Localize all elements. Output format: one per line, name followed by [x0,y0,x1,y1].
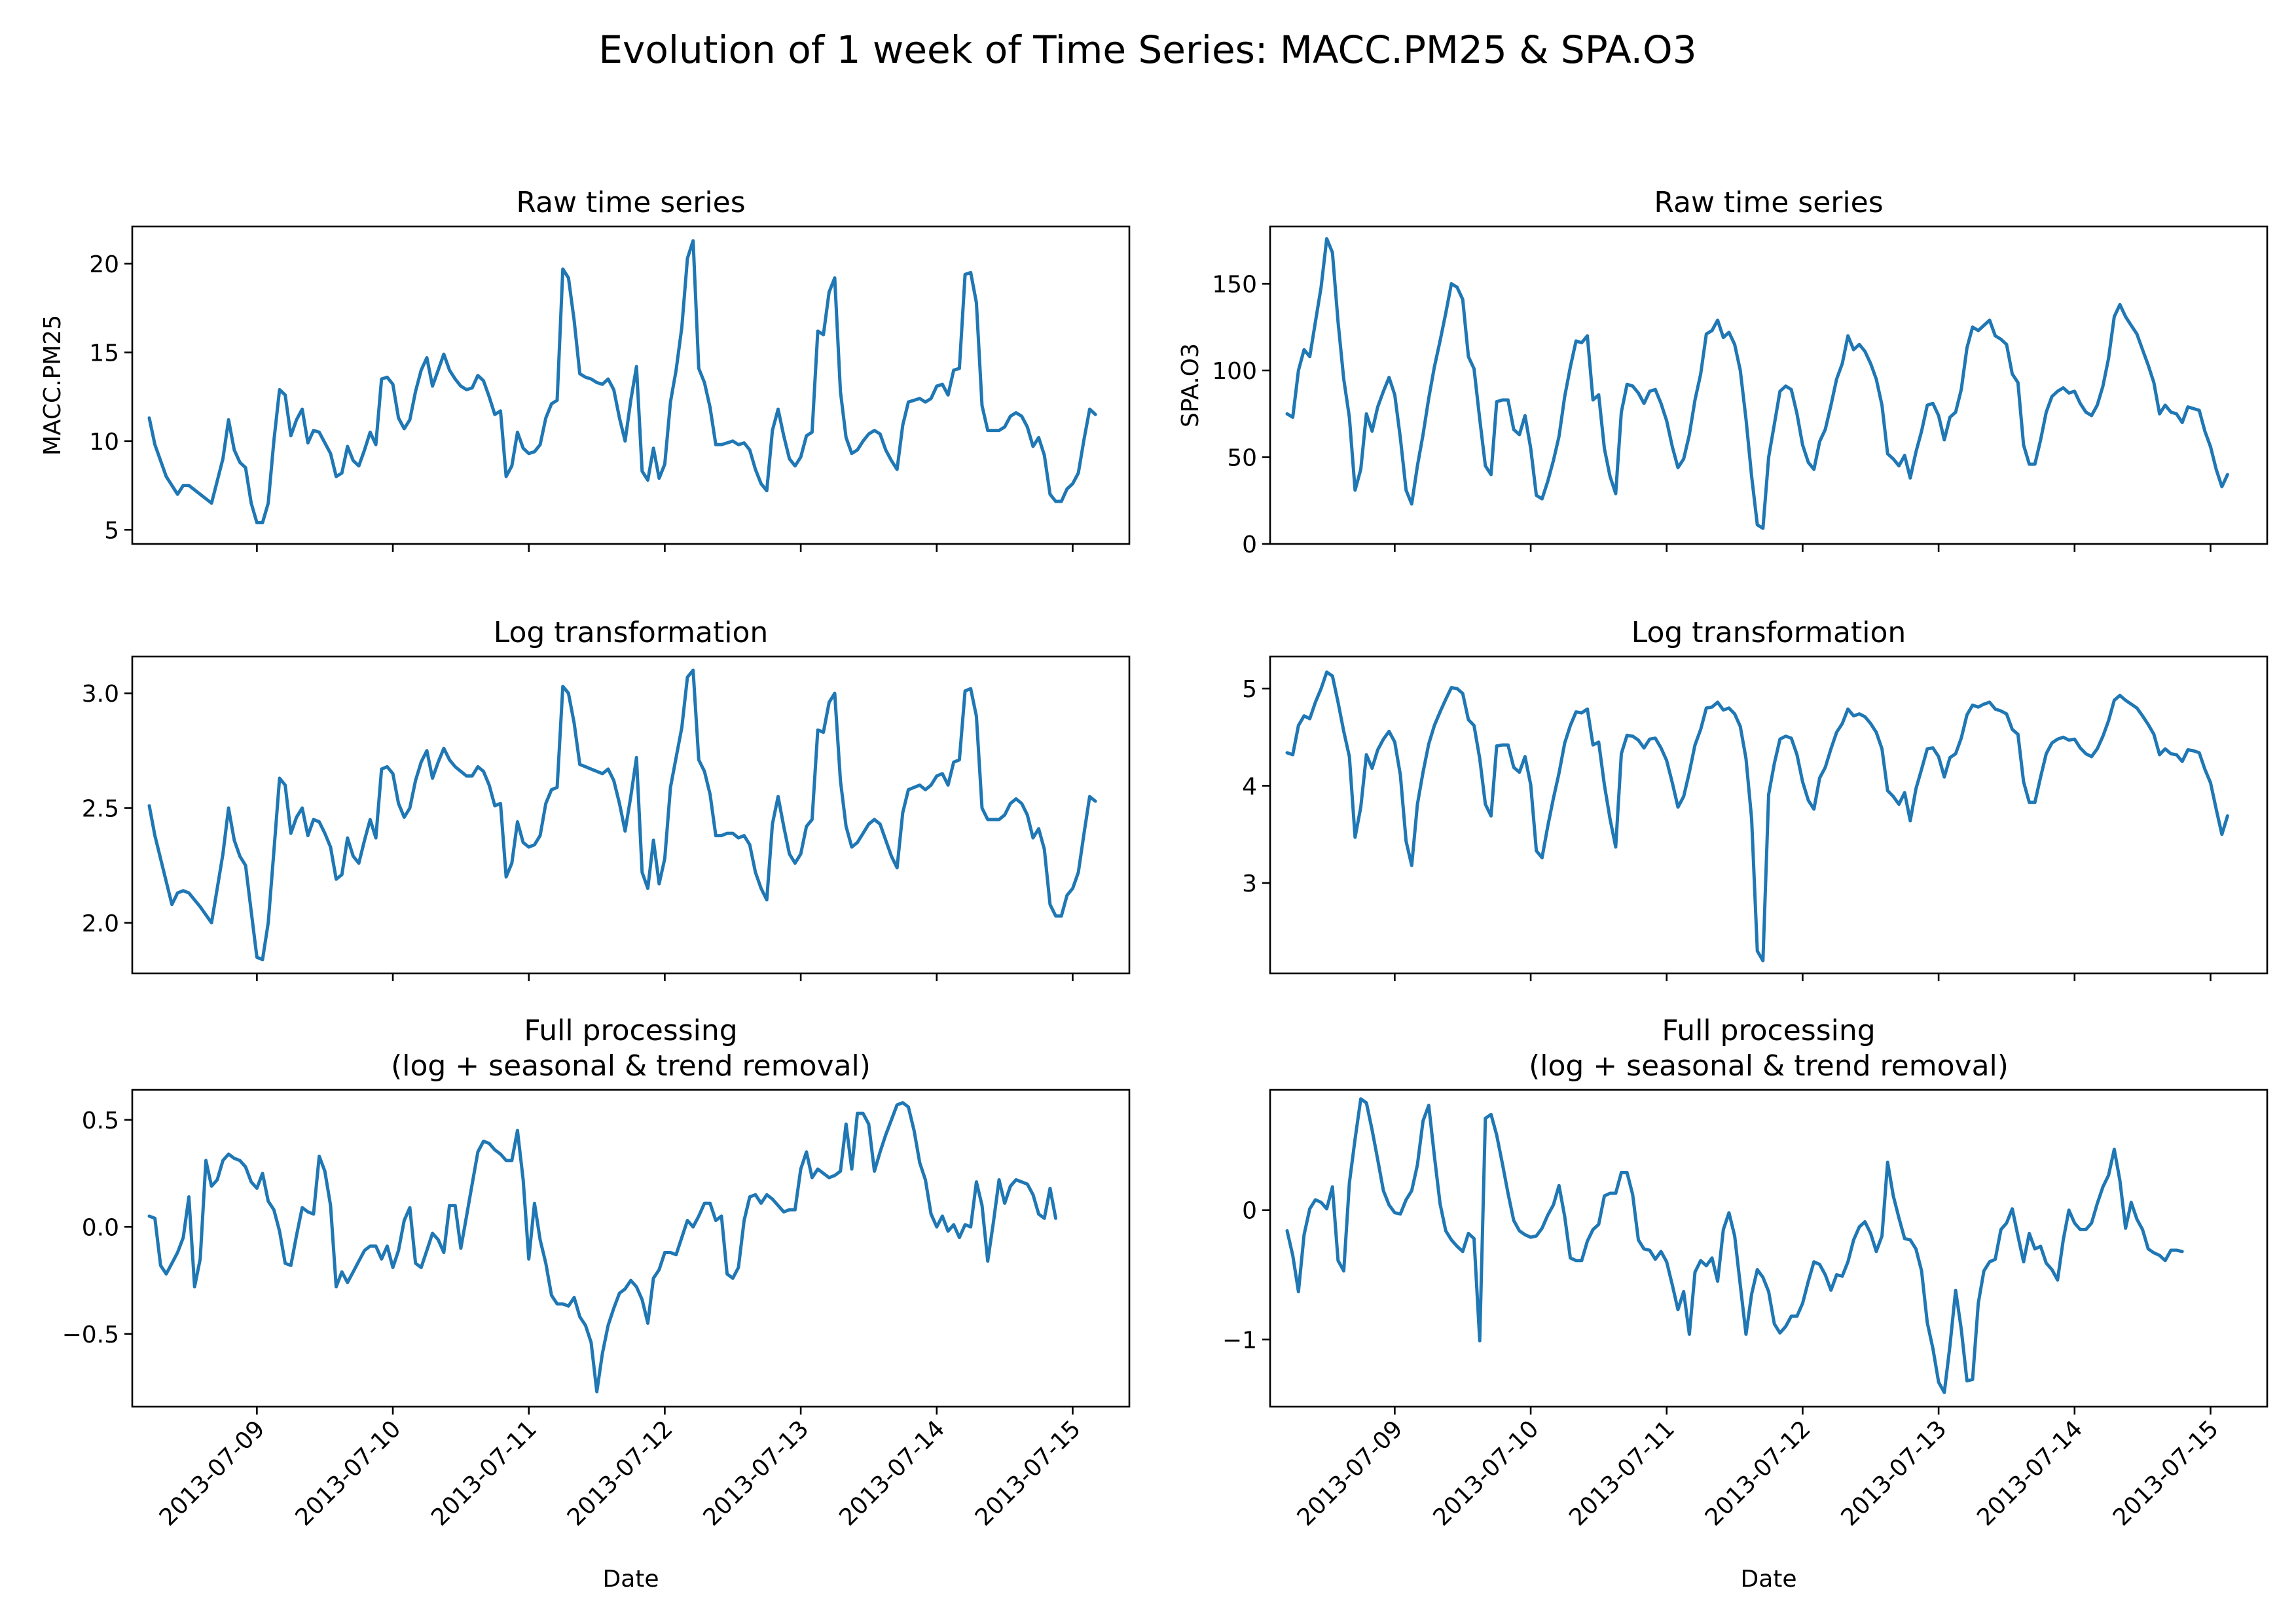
y-tick-label: 150 [1212,271,1257,298]
y-tick-label: 15 [89,340,119,367]
y-tick-label: 3.0 [82,681,119,708]
axes-frame [131,655,1131,975]
y-tick-label: 2.5 [82,795,119,822]
y-tick-label: 4 [1242,773,1257,800]
y-tick-label: 0.5 [82,1108,119,1134]
panel-title: Log transformation [1631,616,1906,649]
panel-title: Full processing [524,1014,737,1047]
series-line [147,1101,1057,1394]
y-axis-label: MACC.PM25 [39,315,66,456]
y-tick-label: 20 [89,251,119,278]
panel-3: Log transformation 2.0 2.5 3.0 [82,616,1131,981]
panel-title: Raw time series [1654,186,1883,219]
panel-title: Full processing [1662,1014,1875,1047]
axes-frame [1269,1089,2269,1408]
panel-1: Raw time series 5 10 15 20 MACC.PM25 [39,186,1131,552]
y-tick-label: 50 [1227,444,1257,471]
x-axis-label: Date [602,1566,659,1593]
panel-title: (log + seasonal & trend removal) [391,1049,871,1083]
series-line [147,239,1097,524]
x-axis-label: Date [1740,1566,1796,1593]
y-tick-label: 5 [1242,676,1257,703]
y-tick-label: 5 [104,517,119,544]
axes-frame [131,1089,1131,1408]
figure-title: Evolution of 1 week of Time Series: MACC… [598,27,1696,72]
panel-title: Raw time series [516,186,745,219]
axes-frame [1269,655,2269,975]
y-tick-label: 0.0 [82,1214,119,1241]
y-tick-label: 10 [89,429,119,456]
y-tick-label: −1 [1222,1327,1257,1354]
y-tick-label: 0 [1242,532,1257,558]
panel-4: Log transformation 3 4 5 [1242,616,2269,981]
series-line [1285,237,2229,530]
axes-frame [1269,225,2269,545]
y-tick-label: 0 [1242,1198,1257,1225]
y-tick-label: 2.0 [82,911,119,937]
panel-2: Raw time series 0 50 100 150 SPA.O3 [1177,186,2269,558]
y-tick-label: −0.5 [62,1322,119,1348]
series-line [1285,1097,2184,1394]
panel-title: (log + seasonal & trend removal) [1529,1049,2009,1083]
series-line [1285,670,2229,963]
y-axis-label: SPA.O3 [1177,343,1204,427]
y-tick-label: 100 [1212,358,1257,385]
axes-frame [131,225,1131,545]
y-tick-label: 3 [1242,871,1257,897]
panel-title: Log transformation [494,616,769,649]
series-line [147,668,1097,962]
